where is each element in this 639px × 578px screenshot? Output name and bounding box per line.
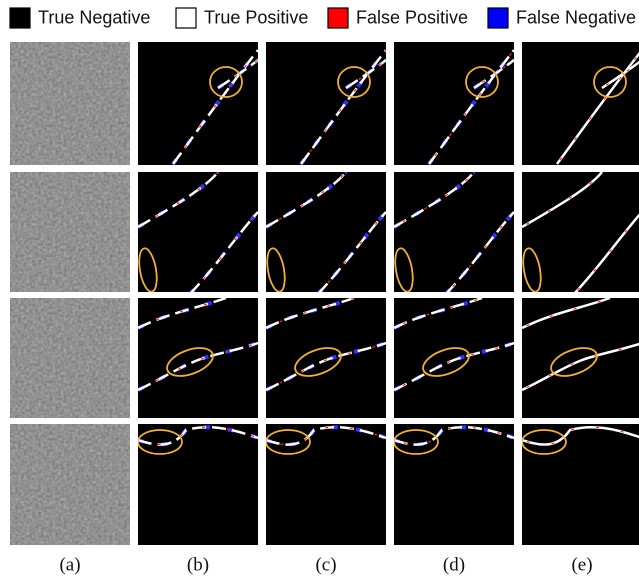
image-panel xyxy=(522,42,639,165)
panel-content xyxy=(10,424,130,545)
image-panel xyxy=(394,298,514,418)
column-label: (a) xyxy=(59,554,80,575)
column-label: (e) xyxy=(571,554,592,575)
legend-swatch xyxy=(488,8,508,28)
panel-content xyxy=(394,42,514,165)
prediction-background xyxy=(394,424,514,545)
satellite-texture xyxy=(10,298,130,418)
legend-swatch xyxy=(176,8,196,28)
panel-content xyxy=(520,172,639,294)
panel-content xyxy=(138,424,258,545)
prediction-background xyxy=(266,298,386,418)
prediction-background xyxy=(138,298,258,418)
image-panel xyxy=(138,298,258,418)
image-panel xyxy=(394,42,514,165)
image-panel xyxy=(10,424,130,545)
panel-content xyxy=(394,298,514,418)
prediction-background xyxy=(522,424,639,545)
panel-content xyxy=(394,424,514,545)
image-panel xyxy=(394,424,514,545)
image-panel xyxy=(266,42,386,165)
column-labels: (a) (b) (c) (d) (e) xyxy=(59,554,592,575)
panel-content xyxy=(264,172,386,294)
image-panel xyxy=(10,298,130,418)
legend-label: False Negative xyxy=(516,7,636,27)
prediction-background xyxy=(266,42,386,165)
prediction-background xyxy=(266,424,386,545)
image-panel xyxy=(10,172,130,292)
panel-content xyxy=(138,42,258,165)
panel-content xyxy=(266,424,386,545)
column-label: (c) xyxy=(315,554,336,575)
prediction-background xyxy=(522,42,639,165)
legend-label: True Positive xyxy=(204,7,308,27)
panel-content xyxy=(522,42,639,165)
column-label: (d) xyxy=(443,554,465,575)
panel-content xyxy=(522,424,639,545)
figure: True Negative True Positive False Positive… xyxy=(0,0,639,578)
prediction-background xyxy=(138,42,258,165)
image-panel xyxy=(138,424,258,545)
column-label: (b) xyxy=(187,554,209,575)
prediction-background xyxy=(138,424,258,545)
image-panel xyxy=(520,172,639,294)
satellite-texture xyxy=(10,424,130,545)
image-panel xyxy=(10,42,130,165)
prediction-background xyxy=(394,42,514,165)
legend: True Negative True Positive False Positive… xyxy=(10,7,636,28)
image-panel xyxy=(138,42,258,165)
image-panel xyxy=(136,172,258,294)
panel-content xyxy=(10,298,130,418)
panel-content xyxy=(136,172,258,294)
legend-label: True Negative xyxy=(38,7,150,27)
legend-swatch xyxy=(10,8,30,28)
image-panel xyxy=(266,424,386,545)
panel-content xyxy=(266,42,386,165)
panel-content xyxy=(522,298,639,418)
legend-label: False Positive xyxy=(356,7,468,27)
panel-content xyxy=(10,172,130,292)
prediction-background xyxy=(394,298,514,418)
image-panel xyxy=(522,424,639,545)
panel-content xyxy=(138,298,258,418)
image-panel xyxy=(392,172,514,294)
legend-swatch xyxy=(328,8,348,28)
satellite-texture xyxy=(10,42,130,165)
image-grid xyxy=(10,42,639,545)
image-panel xyxy=(522,298,639,418)
panel-content xyxy=(392,172,514,294)
satellite-texture xyxy=(10,172,130,292)
panel-content xyxy=(10,42,130,165)
image-panel xyxy=(266,298,386,418)
prediction-background xyxy=(522,298,639,418)
image-panel xyxy=(264,172,386,294)
panel-content xyxy=(266,298,386,418)
